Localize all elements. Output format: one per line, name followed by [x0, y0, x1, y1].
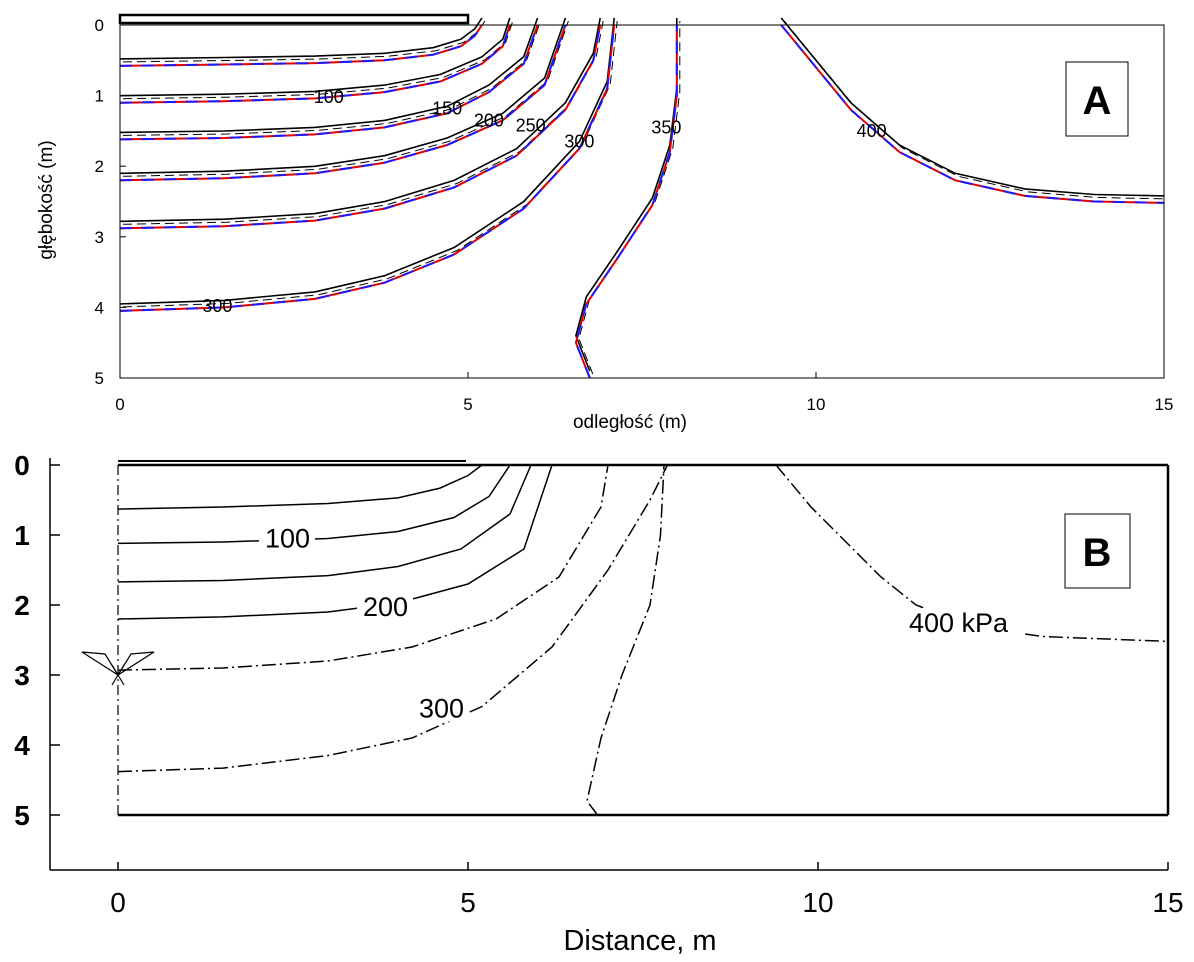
panel-a-contour-red: [119, 24, 483, 67]
panel-a-contour-dashed: [122, 20, 514, 100]
panel-a-contour-blue: [119, 24, 602, 230]
panel-b-x-tick-label: 5: [460, 887, 476, 918]
panel-a-contour-solid: [119, 17, 615, 305]
panel-a-contour-dashed: [122, 20, 569, 177]
panel-b-contours: [117, 464, 1169, 816]
panel-a-x-tick-label: 15: [1155, 395, 1174, 414]
panel-b-y-tick-label: 4: [14, 730, 30, 761]
panel-a-contour-labels: 100 150 200 250 300 300 350 400: [202, 87, 886, 316]
panel-a-contour-red: [119, 24, 616, 312]
panel-b-x-axis-title: Distance, m: [563, 925, 716, 957]
panel-b-contour: [586, 464, 665, 816]
panel-b-contour-label-bg: [259, 523, 315, 552]
panel-a-contour-solid: [119, 17, 601, 223]
panel-b-contour: [117, 464, 511, 545]
panel-a-x-ticks: 0 5 10 15: [115, 372, 1173, 414]
panel-a-contour-blue: [119, 24, 616, 312]
panel-a-contour-dashed: [122, 20, 542, 136]
panel-b-contour-label: 400 kPa: [909, 608, 1009, 638]
panel-a-letter: A: [1083, 79, 1112, 123]
panel-a-contour-blue: [574, 25, 678, 379]
panel-b-contour-label-bg: [413, 693, 469, 722]
panel-b-x-tick-label: 15: [1152, 887, 1183, 918]
panel-a-contours: [119, 17, 1168, 379]
panel-a-x-tick-label: 5: [463, 395, 472, 414]
panel-a-y-tick-label: 5: [95, 369, 104, 388]
panel-a-contour-label: 300: [564, 131, 594, 151]
panel-a-y-ticks: 0 1 2 3 4 5: [95, 16, 126, 388]
panel-a-y-tick-label: 4: [95, 298, 104, 317]
panel-a-contour-solid: [575, 18, 678, 372]
panel-b-contour: [117, 464, 483, 510]
panel-b-contour-label: 100: [265, 523, 310, 553]
panel-a-contour-label: 300: [202, 296, 232, 316]
panel-b-y-ticks: 0 1 2 3 4 5: [14, 450, 60, 831]
panel-a-contour-solid: [119, 17, 539, 134]
panel-b-letter-box: [1064, 513, 1131, 589]
panel-a-contour-solid: [119, 17, 567, 175]
panel-b-contour-label-bg: [903, 608, 1023, 637]
panel-b-letter: B: [1083, 531, 1112, 575]
panel-b-x-tick-label: 0: [110, 887, 126, 918]
panel-b-contour-labels: 100 200 300 400 kPa: [259, 523, 1023, 724]
panel-a-contour-dashed: [122, 20, 604, 225]
panel-a-contour-blue: [780, 24, 1165, 204]
panel-b-contour-label-bg: [357, 592, 413, 620]
panel-a-contour-blue: [119, 24, 511, 104]
panel-a-contour-solid: [119, 17, 483, 60]
panel-a-contour-blue: [119, 24, 483, 67]
panel-b-y-tick-label: 5: [14, 800, 30, 831]
panel-a-contour-label: 150: [432, 98, 462, 118]
panel-a-x-tick-label: 10: [807, 395, 826, 414]
panel-a-x-tick-label: 0: [115, 395, 124, 414]
panel-a-y-tick-label: 2: [95, 157, 104, 176]
panel-b-contour: [117, 464, 669, 773]
panel-a-plot-frame: [119, 24, 1165, 379]
panel-b-y-tick-label: 0: [14, 450, 30, 481]
panel-b-contour-label: 300: [419, 694, 464, 724]
panel-a-contour-dashed: [783, 20, 1168, 200]
panel-a-y-tick-label: 0: [95, 16, 104, 35]
panel-b-y-tick-label: 3: [14, 660, 30, 691]
panel-a-contour-dashed: [122, 20, 618, 308]
panel-a-footing: [118, 13, 470, 25]
panel-b-contour: [117, 464, 532, 583]
panel-a-contour-blue: [119, 24, 567, 182]
panel-b-x-tick-label: 10: [802, 887, 833, 918]
panel-b-contour-label: 200: [363, 592, 408, 622]
panel-a-contour-red: [574, 25, 678, 379]
panel-b-symmetry-marker: [81, 651, 155, 686]
panel-b: 0 5 10 15 0 1 2 3 4 5 100 200 300 400 kPa Distance,…: [14, 450, 1183, 957]
panel-a-contour-blue: [119, 24, 539, 141]
panel-a-contour-label: 250: [516, 115, 546, 135]
panel-b-contour: [117, 464, 609, 671]
panel-a-contour-label: 350: [651, 117, 681, 137]
panel-b-x-ticks: 0 5 10 15: [110, 862, 1184, 918]
panel-a-contour-label: 200: [474, 110, 504, 130]
panel-a-y-axis-title: głębokość (m): [36, 140, 57, 259]
panel-a-letter-box: [1065, 61, 1129, 137]
panel-a-y-tick-label: 3: [95, 228, 104, 247]
panel-b-y-tick-label: 2: [14, 590, 30, 621]
panel-b-y-tick-label: 1: [14, 520, 30, 551]
panel-a-contour-label: 100: [314, 87, 344, 107]
panel-b-contour: [775, 464, 1169, 643]
panel-a-y-tick-label: 1: [95, 87, 104, 106]
panel-a-contour-dashed: [578, 21, 681, 375]
panel-a-x-axis-title: odległość (m): [573, 412, 687, 433]
panel-a-contour-solid: [119, 17, 511, 97]
panel-a-contour-label: 400: [857, 121, 887, 141]
